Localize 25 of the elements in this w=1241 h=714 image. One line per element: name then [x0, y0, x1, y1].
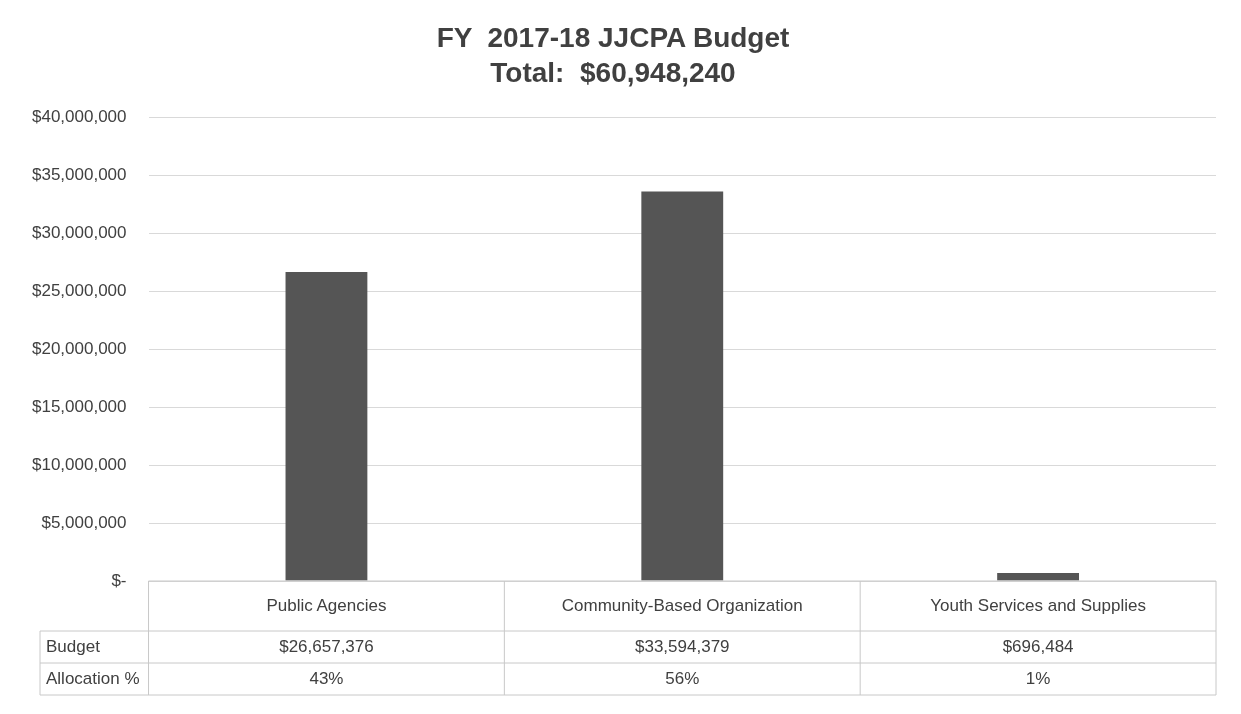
x-tick-label: Youth Services and Supplies — [930, 595, 1146, 615]
y-tick-label: $25,000,000 — [31, 280, 127, 300]
data-label: $33,594,379 — [635, 636, 730, 656]
y-tick-label: $30,000,000 — [31, 222, 127, 242]
bar — [285, 271, 368, 581]
y-tick-label: $15,000,000 — [31, 396, 127, 416]
data-label: $26,657,376 — [279, 636, 374, 656]
data-label: $696,484 — [1002, 636, 1074, 656]
text: Allocation % — [46, 668, 140, 688]
y-tick-label: $- — [111, 570, 127, 590]
text: 1% — [1025, 668, 1051, 688]
chart-subtitle: Total: $60,948,240 — [490, 57, 736, 89]
bar — [641, 191, 724, 581]
y-tick-label: $35,000,000 — [31, 164, 127, 184]
y-tick-label: $20,000,000 — [31, 338, 127, 358]
chart-title: FY 2017-18 JJCPA Budget — [436, 21, 790, 53]
x-tick-label: Public Agencies — [266, 595, 387, 615]
y-tick-label: $40,000,000 — [31, 106, 127, 126]
text: 43% — [309, 668, 344, 688]
text: 56% — [665, 668, 700, 688]
text: Budget — [46, 636, 101, 656]
bar — [997, 572, 1080, 581]
y-tick-label: $10,000,000 — [31, 454, 127, 474]
y-tick-label: $5,000,000 — [41, 512, 127, 532]
x-tick-label: Community-Based Organization — [561, 595, 803, 615]
